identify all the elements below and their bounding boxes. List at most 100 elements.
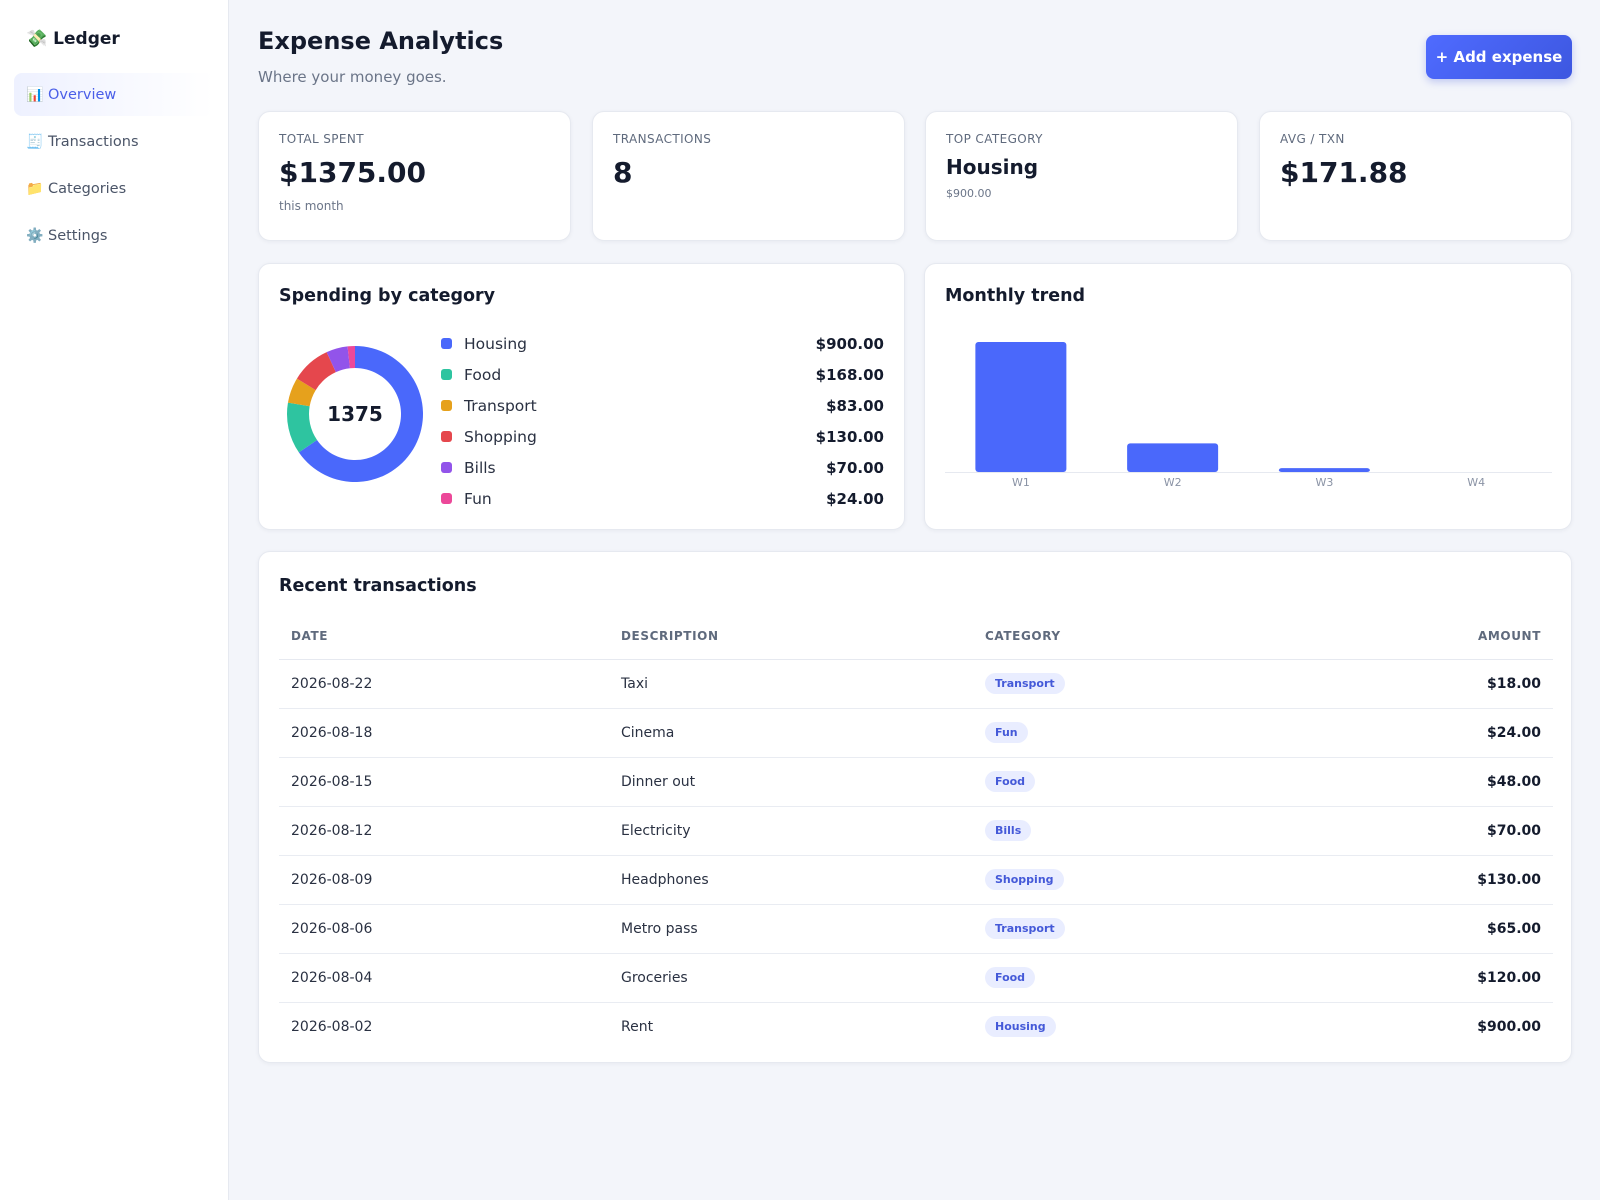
txn-category-cell: Food [973,953,1270,1003]
stat-label: AVG / TXN [1280,132,1345,146]
stat-foot: $900.00 [946,187,992,200]
category-legend: Housing $900.00 Food $168.00 Transport $83.00… [441,328,884,514]
stat-value: $171.88 [1280,156,1408,189]
table-row[interactable]: 2026-08-22 Taxi Transport $18.00 [279,659,1553,709]
receipt-icon: 🧾 [26,133,44,150]
category-badge: Transport [985,918,1065,939]
txn-category-cell: Shopping [973,855,1270,905]
txn-date: 2026-08-12 [279,806,609,856]
category-badge: Shopping [985,869,1064,890]
donut-slice-transport[interactable] [287,378,316,407]
txn-date: 2026-08-22 [279,659,609,709]
legend-swatch [441,369,452,380]
txn-amount: $48.00 [1269,757,1553,807]
legend-value: $130.00 [815,427,884,446]
legend-item: Housing $900.00 [441,328,884,359]
donut-slice-bills[interactable] [326,346,350,373]
table-row[interactable]: 2026-08-04 Groceries Food $120.00 [279,953,1553,1003]
txn-category-cell: Bills [973,806,1270,856]
category-badge: Food [985,771,1036,792]
column-header-category[interactable]: CATEGORY [973,613,1270,660]
page-title: Expense Analytics [258,27,504,55]
spending-by-category-card: Spending by category 1375 Housing $900.00… [258,263,905,530]
txn-amount: $24.00 [1269,708,1553,758]
donut-slice-housing[interactable] [298,346,423,482]
sidebar-item-label: Categories [48,180,127,197]
sidebar-item-overview[interactable]: 📊 Overview [14,73,214,116]
column-header-description[interactable]: DESCRIPTION [609,613,973,660]
table-row[interactable]: 2026-08-06 Metro pass Transport $65.00 [279,904,1553,954]
stat-label: TRANSACTIONS [613,132,712,146]
stat-label: TOP CATEGORY [946,132,1043,146]
donut-slice-fun[interactable] [347,346,355,369]
stat-card-transactions: TRANSACTIONS 8 [592,111,905,241]
legend-value: $70.00 [826,458,884,477]
donut-chart: 1375 [285,344,425,484]
table-row[interactable]: 2026-08-09 Headphones Shopping $130.00 [279,855,1553,905]
txn-category-cell: Fun [973,708,1270,758]
legend-item: Fun $24.00 [441,483,884,514]
donut-slice-shopping[interactable] [296,352,336,391]
add-expense-button[interactable]: + Add expense [1426,35,1572,79]
card-title: Spending by category [279,286,496,306]
trend-bar-w2[interactable] [1127,443,1219,472]
brand[interactable]: 💸 Ledger [14,26,214,52]
legend-label: Fun [464,489,492,508]
txn-date: 2026-08-04 [279,953,609,1003]
legend-swatch [441,462,452,473]
stat-value: 8 [613,156,633,189]
txn-date: 2026-08-18 [279,708,609,758]
legend-label: Food [464,365,502,384]
table-row[interactable]: 2026-08-18 Cinema Fun $24.00 [279,708,1553,758]
txn-description: Metro pass [609,904,973,954]
sidebar-item-label: Transactions [48,133,139,150]
table-row[interactable]: 2026-08-15 Dinner out Food $48.00 [279,757,1553,807]
sidebar-item-settings[interactable]: ⚙️ Settings [14,214,214,257]
txn-description: Electricity [609,806,973,856]
money-with-wings-icon: 💸 [26,29,48,49]
category-badge: Bills [985,820,1032,841]
txn-date: 2026-08-15 [279,757,609,807]
sidebar-item-transactions[interactable]: 🧾 Transactions [14,120,214,163]
txn-category-cell: Transport [973,659,1270,709]
txn-amount: $65.00 [1269,904,1553,954]
stat-value: Housing [946,155,1039,179]
txn-amount: $130.00 [1269,855,1553,905]
legend-value: $168.00 [815,365,884,384]
legend-swatch [441,493,452,504]
column-header-amount[interactable]: AMOUNT [1269,613,1553,660]
legend-label: Bills [464,458,496,477]
monthly-trend-card: Monthly trend W1 W2 W3 W4 [924,263,1572,530]
column-header-date[interactable]: DATE [279,613,609,660]
trend-bar-w3[interactable] [1278,468,1370,472]
txn-description: Headphones [609,855,973,905]
table-row[interactable]: 2026-08-12 Electricity Bills $70.00 [279,806,1553,856]
legend-swatch [441,338,452,349]
donut-slice-food[interactable] [287,402,318,453]
category-badge: Housing [985,1016,1056,1038]
page-subtitle: Where your money goes. [258,68,447,86]
txn-amount: $18.00 [1269,659,1553,709]
stat-card-avg-txn: AVG / TXN $171.88 [1259,111,1572,241]
sidebar-item-label: Overview [48,86,117,103]
trend-bar-w1[interactable] [975,342,1067,472]
sidebar-item-categories[interactable]: 📁 Categories [14,167,214,210]
category-badge: Transport [985,673,1065,694]
txn-date: 2026-08-02 [291,1018,373,1035]
folder-icon: 📁 [26,180,44,197]
stat-label: TOTAL SPENT [279,132,365,146]
legend-item: Shopping $130.00 [441,421,884,452]
txn-amount: $900.00 [1477,1018,1541,1035]
bar-chart-icon: 📊 [26,86,44,103]
txn-category-cell: Food [973,757,1270,807]
donut-center-total: 1375 [327,402,383,426]
legend-value: $900.00 [815,334,884,353]
txn-date: 2026-08-09 [279,855,609,905]
table-row[interactable]: 2026-08-02 Rent Housing $900.00 [279,1002,1553,1051]
sidebar-item-label: Settings [48,227,108,244]
x-tick-label: W3 [1315,476,1333,489]
card-title: Monthly trend [945,286,1086,306]
legend-label: Transport [464,396,537,415]
recent-transactions-card: Recent transactions DATE DESCRIPTION CAT… [258,551,1572,1063]
x-tick-label: W2 [1164,476,1182,489]
